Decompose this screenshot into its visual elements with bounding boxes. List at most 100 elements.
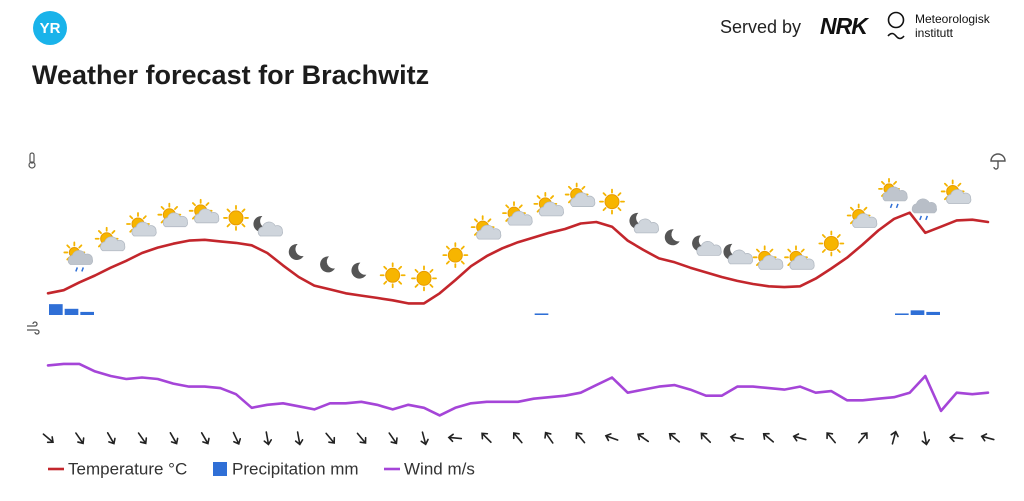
weather-symbol	[752, 245, 784, 270]
met-logo-circle	[887, 11, 905, 29]
sun-ray	[505, 204, 510, 209]
wind-arrow-shape	[729, 433, 745, 442]
sun-disc	[416, 270, 432, 286]
sun-ray	[617, 207, 622, 212]
precip-bar	[80, 311, 94, 315]
weather-symbol	[320, 256, 335, 273]
sun-ray	[226, 223, 231, 228]
cloud	[852, 213, 878, 228]
sun-ray	[581, 185, 586, 190]
weather-symbol	[564, 182, 596, 207]
wind-arrow-shape	[921, 431, 931, 446]
weather-symbol	[846, 203, 878, 228]
wind-arrow-shape	[826, 432, 836, 444]
sun-ray	[617, 192, 622, 197]
moon	[288, 243, 304, 260]
wind-arrow-shape	[481, 432, 492, 444]
sun-disc	[604, 194, 620, 210]
sun-ray	[414, 283, 419, 288]
wind-arrow	[948, 433, 964, 443]
text-layer: Temperature °C Precipitation mm Wind m/s	[48, 459, 475, 478]
wind-arrow	[388, 432, 398, 445]
wind-arrow	[512, 432, 523, 444]
cloud	[696, 241, 722, 256]
wind-arrow-shape	[325, 432, 336, 444]
weather-symbol	[533, 191, 564, 217]
sun-ray	[445, 245, 450, 250]
wind-arrow-shape	[42, 433, 54, 444]
weather-symbol	[629, 212, 659, 234]
wind-arrow	[232, 431, 242, 445]
wind-arrow	[447, 433, 463, 443]
sun-ray	[473, 218, 478, 223]
wind-arrow-shape	[575, 432, 586, 444]
raindrop	[919, 215, 923, 221]
sun-ray	[191, 202, 196, 207]
raindrop	[75, 267, 79, 272]
precip-bar	[895, 313, 909, 315]
sun-ray	[241, 208, 246, 213]
sun-ray	[445, 260, 450, 265]
wind-arrow	[637, 432, 650, 443]
sun-disc	[385, 267, 401, 283]
weather-symbol	[911, 198, 937, 221]
wind-arrow	[890, 430, 899, 445]
wind-icon	[27, 321, 40, 335]
wind-arrow-shape	[668, 432, 681, 443]
wind-arrow-shape	[232, 431, 242, 445]
weather-symbol	[188, 198, 220, 224]
wind-arrow-shape	[948, 433, 964, 443]
sun-ray	[241, 223, 246, 228]
wind-arrow-shape	[604, 433, 619, 442]
wind-arrow-shape	[106, 432, 116, 445]
cloud	[162, 212, 188, 228]
wind-arrow-shape	[200, 432, 210, 445]
wind-arrow-shape	[544, 431, 554, 444]
raindrop	[81, 267, 85, 272]
sun-disc	[228, 210, 244, 226]
weather-symbol	[379, 262, 406, 289]
sun-ray	[111, 230, 116, 234]
weather-symbol	[502, 201, 533, 226]
wind-arrow-shape	[356, 432, 367, 444]
weather-symbol	[878, 177, 908, 209]
wind-arrow-shape	[137, 432, 148, 445]
sun-ray	[429, 268, 434, 273]
wind-arrow-shape	[420, 431, 429, 446]
sun-ray	[836, 248, 841, 253]
line-series	[46, 362, 990, 417]
sun-ray	[836, 234, 841, 239]
sun-ray	[66, 244, 71, 249]
wind-arrow-shape	[700, 432, 712, 444]
served-by: Served by	[720, 17, 801, 37]
weather-symbol	[784, 245, 815, 270]
raindrop	[925, 215, 929, 221]
weather-symbol	[411, 265, 437, 292]
sun-ray	[429, 283, 434, 288]
cloud	[758, 254, 784, 270]
wind-arrow	[762, 432, 775, 443]
wind-arrow	[921, 431, 931, 446]
cloud	[257, 221, 283, 237]
cloud	[67, 250, 93, 265]
wind-arrow-shape	[637, 432, 650, 443]
weather-symbol	[664, 229, 680, 246]
wind-arrow-shape	[858, 432, 868, 444]
cloud	[633, 218, 659, 234]
sun-ray	[398, 280, 403, 285]
raindrop	[895, 203, 899, 209]
sun-ray	[536, 195, 541, 200]
weather-symbol	[223, 205, 249, 231]
sun-ray	[414, 268, 419, 273]
sun-ray	[142, 215, 147, 220]
wind-arrow-shape	[388, 432, 398, 445]
precip-bar	[49, 304, 63, 315]
weather-symbol	[818, 230, 845, 257]
sun-ray	[174, 206, 179, 210]
wind-arrow	[826, 432, 836, 444]
weather-symbol	[723, 243, 753, 265]
sun-ray	[821, 234, 826, 239]
cloud	[946, 189, 972, 204]
weather-symbol	[599, 188, 625, 215]
